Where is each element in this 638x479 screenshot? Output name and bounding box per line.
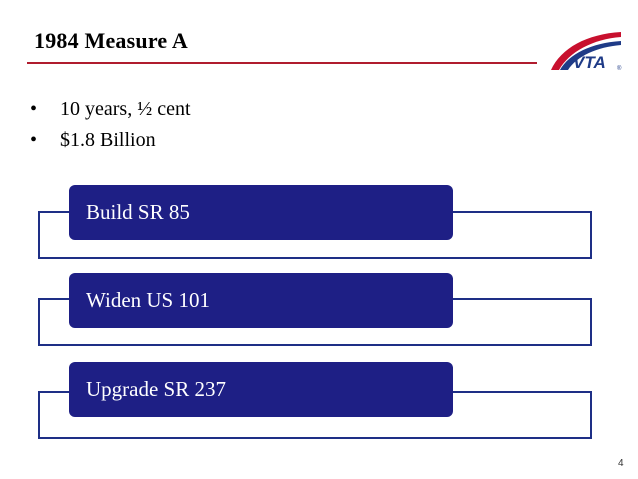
- bullet-marker: •: [30, 129, 38, 151]
- logo-text: VTA: [573, 53, 606, 72]
- step-widen-us101: Widen US 101: [69, 273, 453, 328]
- title-rule: [27, 62, 537, 64]
- bullet-item: • $1.8 Billion: [30, 125, 191, 156]
- bullet-marker: •: [30, 98, 38, 120]
- bullet-list: • 10 years, ½ cent • $1.8 Billion: [30, 94, 191, 156]
- logo-registered-mark: ®: [617, 65, 622, 72]
- logo-swoosh-blue: [560, 41, 621, 70]
- logo-swoosh-red: [551, 32, 621, 70]
- bullet-text: $1.8 Billion: [60, 129, 156, 151]
- step-build-sr85: Build SR 85: [69, 185, 453, 240]
- step-upgrade-sr237: Upgrade SR 237: [69, 362, 453, 417]
- vta-logo: VTA ®: [551, 32, 622, 72]
- bullet-text: 10 years, ½ cent: [60, 98, 191, 120]
- page-number: 4: [618, 458, 624, 469]
- slide-title: 1984 Measure A: [34, 28, 188, 53]
- bullet-item: • 10 years, ½ cent: [30, 94, 191, 125]
